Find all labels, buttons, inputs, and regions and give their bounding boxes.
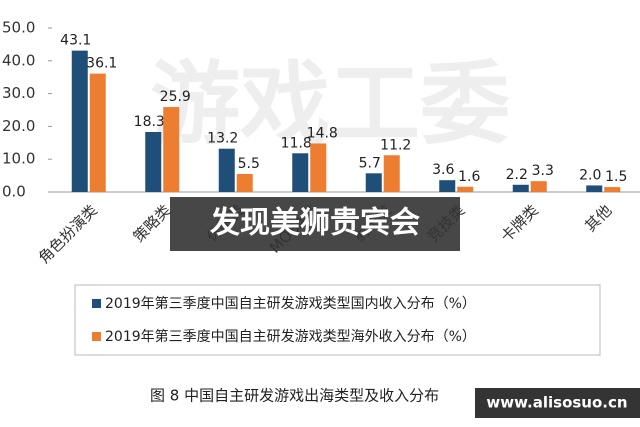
value-label: 18.3 <box>134 114 165 130</box>
value-label: 5.5 <box>238 156 260 172</box>
value-label: 43.1 <box>60 33 91 49</box>
value-label: 25.9 <box>160 89 191 105</box>
caption: 图 8 中国自主研发游戏出海类型及收入分布 <box>150 387 439 405</box>
value-label: 11.2 <box>380 137 411 153</box>
legend-label: 2019年第三季度中国自主研发游戏类型海外收入分布（%） <box>105 328 476 345</box>
background-watermark: 游戏工委 <box>150 52 510 157</box>
bar <box>512 184 529 192</box>
y-tick-label: 0.0 <box>2 183 26 201</box>
bar <box>586 185 603 192</box>
value-label: 1.6 <box>458 169 480 185</box>
bar <box>457 186 474 192</box>
bar <box>218 148 235 192</box>
value-label: 36.1 <box>86 56 117 72</box>
value-label: 3.3 <box>532 163 554 179</box>
value-label: 3.6 <box>432 162 454 178</box>
value-label: 11.8 <box>281 135 312 151</box>
y-tick-label: 10.0 <box>2 150 35 168</box>
legend-swatch <box>92 332 101 341</box>
x-tick-label: 卡牌类 <box>497 201 542 246</box>
legend-box <box>74 284 601 356</box>
bar <box>365 173 382 192</box>
bar <box>163 107 180 192</box>
x-tick-label: 角色扮演类 <box>35 201 101 267</box>
value-label: 2.0 <box>579 167 601 183</box>
value-label: 13.2 <box>207 131 238 147</box>
value-label: 2.2 <box>506 167 528 183</box>
bar <box>439 180 456 192</box>
x-tick-label: 其他 <box>581 201 615 235</box>
value-label: 1.5 <box>605 169 627 185</box>
banner-bg <box>170 197 460 251</box>
watermark: www.alisosuo.cn <box>486 394 627 412</box>
legend-swatch <box>92 299 101 308</box>
watermark-bg <box>475 388 640 418</box>
bar <box>236 173 253 192</box>
value-label: 14.8 <box>307 125 338 141</box>
bar <box>383 155 400 192</box>
bar <box>604 187 621 192</box>
bar <box>292 153 309 192</box>
value-label: 5.7 <box>359 155 381 171</box>
y-tick-label: 50.0 <box>2 19 35 37</box>
bar <box>89 73 106 192</box>
legend-label: 2019年第三季度中国自主研发游戏类型国内收入分布（%） <box>105 295 476 312</box>
y-tick-label: 20.0 <box>2 117 35 135</box>
bar <box>145 131 162 192</box>
bar <box>71 50 88 192</box>
x-tick-label: 策略类 <box>130 201 175 246</box>
y-tick-label: 30.0 <box>2 84 35 102</box>
banner: 发现美狮贵宾会 <box>209 206 420 241</box>
bar <box>530 181 547 192</box>
y-tick-label: 40.0 <box>2 51 35 69</box>
bar <box>310 143 327 192</box>
